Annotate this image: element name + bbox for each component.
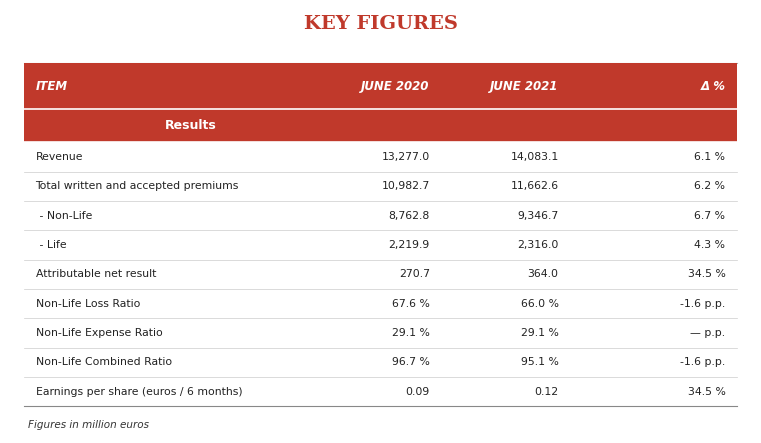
- Text: - Non-Life: - Non-Life: [36, 210, 92, 221]
- Text: ITEM: ITEM: [36, 80, 68, 93]
- Text: 2,316.0: 2,316.0: [517, 240, 559, 250]
- Text: 96.7 %: 96.7 %: [392, 358, 430, 367]
- Text: Results: Results: [165, 119, 217, 132]
- Text: — p.p.: — p.p.: [690, 328, 725, 338]
- Text: 13,277.0: 13,277.0: [381, 152, 430, 162]
- Text: 364.0: 364.0: [527, 269, 559, 280]
- Text: JUNE 2021: JUNE 2021: [490, 80, 559, 93]
- Text: KEY FIGURES: KEY FIGURES: [304, 16, 457, 33]
- Text: Earnings per share (euros / 6 months): Earnings per share (euros / 6 months): [36, 387, 242, 397]
- Text: 29.1 %: 29.1 %: [392, 328, 430, 338]
- Text: 11,662.6: 11,662.6: [511, 181, 559, 191]
- Text: - Life: - Life: [36, 240, 66, 250]
- Text: Non-Life Expense Ratio: Non-Life Expense Ratio: [36, 328, 162, 338]
- Text: Non-Life Combined Ratio: Non-Life Combined Ratio: [36, 358, 172, 367]
- Text: 66.0 %: 66.0 %: [521, 299, 559, 309]
- Text: 10,982.7: 10,982.7: [381, 181, 430, 191]
- Text: JUNE 2020: JUNE 2020: [361, 80, 430, 93]
- Text: 4.3 %: 4.3 %: [695, 240, 725, 250]
- FancyBboxPatch shape: [24, 109, 737, 142]
- Text: Total written and accepted premiums: Total written and accepted premiums: [36, 181, 239, 191]
- Text: 0.12: 0.12: [534, 387, 559, 397]
- Text: Figures in million euros: Figures in million euros: [28, 420, 149, 430]
- Text: Revenue: Revenue: [36, 152, 83, 162]
- Text: 270.7: 270.7: [399, 269, 430, 280]
- Text: 9,346.7: 9,346.7: [517, 210, 559, 221]
- Text: Δ %: Δ %: [700, 80, 725, 93]
- Text: 29.1 %: 29.1 %: [521, 328, 559, 338]
- Text: 6.7 %: 6.7 %: [695, 210, 725, 221]
- Text: Non-Life Loss Ratio: Non-Life Loss Ratio: [36, 299, 140, 309]
- Text: 2,219.9: 2,219.9: [389, 240, 430, 250]
- Text: 34.5 %: 34.5 %: [688, 269, 725, 280]
- Text: 34.5 %: 34.5 %: [688, 387, 725, 397]
- Text: -1.6 p.p.: -1.6 p.p.: [680, 358, 725, 367]
- Text: 67.6 %: 67.6 %: [392, 299, 430, 309]
- Text: 6.1 %: 6.1 %: [695, 152, 725, 162]
- Text: 14,083.1: 14,083.1: [511, 152, 559, 162]
- Text: 8,762.8: 8,762.8: [389, 210, 430, 221]
- Text: 95.1 %: 95.1 %: [521, 358, 559, 367]
- FancyBboxPatch shape: [24, 63, 737, 109]
- Text: 0.09: 0.09: [406, 387, 430, 397]
- Text: 6.2 %: 6.2 %: [695, 181, 725, 191]
- Text: Attributable net result: Attributable net result: [36, 269, 156, 280]
- Text: -1.6 p.p.: -1.6 p.p.: [680, 299, 725, 309]
